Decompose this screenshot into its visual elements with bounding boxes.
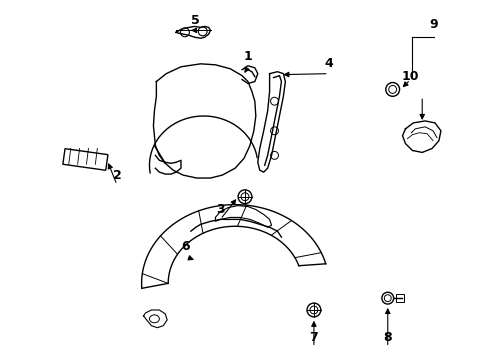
Bar xyxy=(63,149,108,170)
Text: 8: 8 xyxy=(383,331,391,344)
Text: 3: 3 xyxy=(216,203,224,216)
Text: 7: 7 xyxy=(309,331,318,344)
Text: 2: 2 xyxy=(112,168,121,181)
Text: 4: 4 xyxy=(324,57,332,70)
Text: 5: 5 xyxy=(191,14,200,27)
Text: 10: 10 xyxy=(401,70,418,83)
Text: 6: 6 xyxy=(181,240,190,253)
Text: 1: 1 xyxy=(243,50,252,63)
Text: 9: 9 xyxy=(429,18,437,31)
Bar xyxy=(395,294,403,302)
